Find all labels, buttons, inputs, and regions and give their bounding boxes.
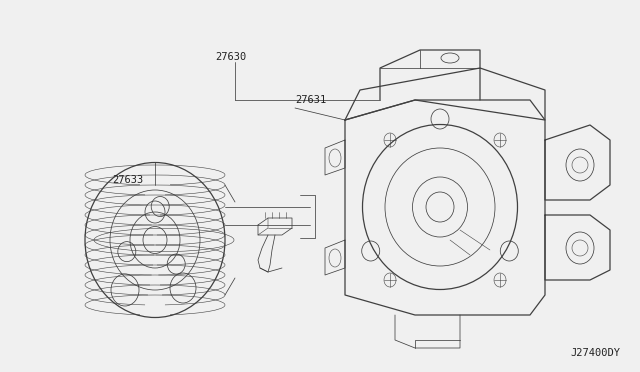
Text: J27400DY: J27400DY (570, 348, 620, 358)
Text: 27631: 27631 (295, 95, 326, 105)
Text: 27630: 27630 (215, 52, 246, 62)
Text: 27633: 27633 (112, 175, 143, 185)
